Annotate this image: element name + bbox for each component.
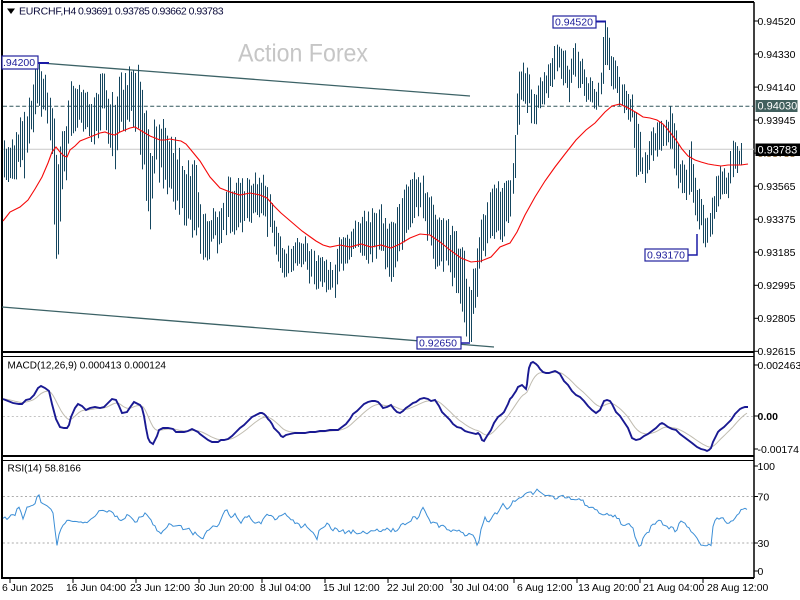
svg-text:0.93170: 0.93170 xyxy=(647,250,685,262)
svg-text:EURCHF,H4: EURCHF,H4 xyxy=(19,6,76,18)
svg-text:-0.00174: -0.00174 xyxy=(758,444,800,456)
svg-text:MACD(12,26,9) 0.000413 0.00012: MACD(12,26,9) 0.000413 0.000124 xyxy=(8,361,167,372)
svg-text:0.93185: 0.93185 xyxy=(758,247,796,259)
svg-text:22 Jul 20:00: 22 Jul 20:00 xyxy=(387,583,444,594)
svg-text:0.94330: 0.94330 xyxy=(758,49,796,61)
svg-text:0.93565: 0.93565 xyxy=(758,181,796,193)
svg-text:0.94030: 0.94030 xyxy=(758,101,798,113)
svg-text:6 Aug 12:00: 6 Aug 12:00 xyxy=(517,583,573,594)
svg-text:0.92805: 0.92805 xyxy=(758,313,796,325)
svg-text:0.93691 0.93785 0.93662 0.9378: 0.93691 0.93785 0.93662 0.93783 xyxy=(78,6,224,18)
svg-text:15 Jul 12:00: 15 Jul 12:00 xyxy=(323,583,380,594)
svg-text:0.93783: 0.93783 xyxy=(758,145,798,157)
svg-text:21 Aug 04:00: 21 Aug 04:00 xyxy=(643,583,704,594)
svg-text:28 Aug 12:00: 28 Aug 12:00 xyxy=(707,583,768,594)
svg-text:Action Forex: Action Forex xyxy=(238,40,368,68)
svg-text:0.93945: 0.93945 xyxy=(758,115,796,127)
svg-text:0: 0 xyxy=(758,566,764,578)
svg-text:.94200: .94200 xyxy=(3,57,35,69)
svg-text:30 Jun 20:00: 30 Jun 20:00 xyxy=(194,583,254,594)
svg-text:6 Jun 2025: 6 Jun 2025 xyxy=(2,583,54,594)
svg-text:0.002463: 0.002463 xyxy=(758,360,800,372)
svg-text:23 Jun 12:00: 23 Jun 12:00 xyxy=(130,583,190,594)
svg-text:8 Jul 04:00: 8 Jul 04:00 xyxy=(260,583,311,594)
svg-text:0.94520: 0.94520 xyxy=(758,16,796,28)
svg-text:30 Jul 04:00: 30 Jul 04:00 xyxy=(452,583,509,594)
svg-text:13 Aug 20:00: 13 Aug 20:00 xyxy=(578,583,639,594)
svg-text:0.92615: 0.92615 xyxy=(758,346,796,358)
svg-text:0.00: 0.00 xyxy=(758,411,779,423)
svg-text:100: 100 xyxy=(758,461,776,473)
svg-text:0.94140: 0.94140 xyxy=(758,82,796,94)
svg-text:0.93375: 0.93375 xyxy=(758,214,796,226)
svg-text:RSI(14) 58.8166: RSI(14) 58.8166 xyxy=(8,464,82,475)
svg-text:0.92995: 0.92995 xyxy=(758,280,796,292)
svg-text:30: 30 xyxy=(758,538,770,550)
svg-text:70: 70 xyxy=(758,491,770,503)
svg-text:0.92650: 0.92650 xyxy=(419,338,457,350)
svg-text:16 Jun 04:00: 16 Jun 04:00 xyxy=(66,583,126,594)
svg-text:0.94520: 0.94520 xyxy=(555,17,593,29)
